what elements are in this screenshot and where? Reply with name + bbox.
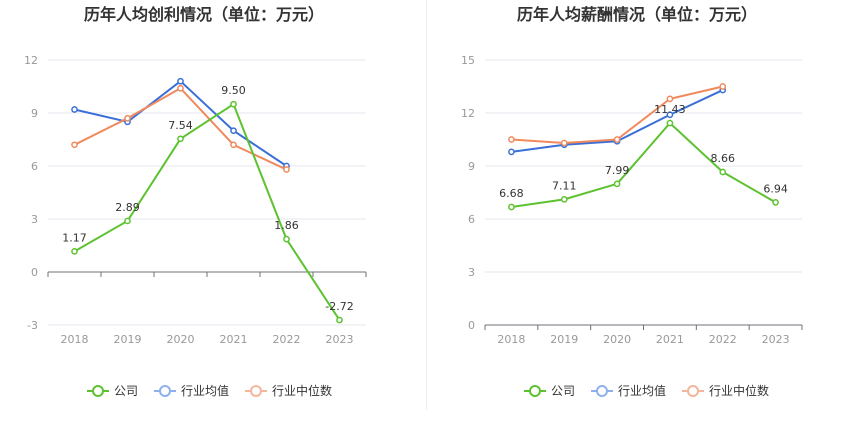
profit-point-company [124,217,131,225]
profit-chart-title: 历年人均创利情况（单位：万元） [84,5,324,24]
profit-y-tick-label: 0 [31,266,38,279]
profit-x-tick-label: 2019 [114,333,142,346]
profit-point-company [177,135,184,143]
salary-point-industry_median [613,136,621,143]
profit-x-tick-label: 2023 [326,333,354,346]
profit-y-tick-label: -3 [27,319,38,332]
salary-chart-title: 历年人均薪酬情况（单位：万元） [517,5,757,24]
salary-point-company [560,196,568,203]
profit-point-industry_median [124,114,131,122]
profit-point-industry_median [230,141,237,149]
salary-point-company [719,168,727,176]
salary-legend-label: 行业中位数 [709,383,769,398]
profit-point-industry_median [283,166,290,173]
profit-point-company [71,247,78,255]
salary-point-industry_median [560,139,568,147]
profit-legend-label: 行业均值 [181,383,229,398]
salary-x-tick-label: 2020 [603,333,631,346]
profit-x-tick-label: 2022 [273,333,301,346]
profit-legend-label: 行业中位数 [272,383,332,398]
profit-point-company [336,316,343,324]
salary-point-company [772,199,779,206]
salary-x-tick-label: 2022 [709,333,737,346]
salary-legend-item-company[interactable]: 公司 [524,384,575,398]
salary-y-tick-label: 15 [461,54,475,67]
salary-data-label: 7.99 [605,164,630,177]
profit-legend-item-industry_median[interactable]: 行业中位数 [245,383,332,398]
salary-per-capita-chart: 历年人均薪酬情况（单位：万元） 0 3 6 9 12 15 2018 2019 2020 2021 2… [461,5,803,398]
profit-y-tick-label: 6 [31,160,38,173]
salary-y-tick-label: 9 [468,160,475,173]
salary-legend-marker [687,385,699,397]
profit-data-label: 7.54 [168,119,193,132]
salary-point-company [666,119,674,127]
chart-divider [426,0,427,410]
salary-legend-marker [596,385,608,397]
salary-y-tick-label: 3 [468,266,475,279]
salary-point-industry_median [719,83,727,90]
profit-point-company [230,100,237,108]
salary-x-tick-label: 2019 [550,333,578,346]
profit-x-tick-label: 2018 [61,333,89,346]
salary-point-industry_avg [508,148,515,156]
salary-legend-label: 公司 [551,384,575,398]
salary-legend-marker [529,385,541,397]
profit-data-label: 1.17 [62,231,87,244]
profit-line-company [74,103,341,321]
salary-x-tick-label: 2021 [656,333,684,346]
profit-point-company [283,235,290,243]
profit-data-label: 2.89 [115,201,140,214]
salary-data-label: 6.94 [763,182,788,195]
salary-data-label: 6.68 [499,187,524,200]
salary-legend-item-industry_median[interactable]: 行业中位数 [682,383,769,398]
profit-point-industry_median [71,141,78,149]
profit-y-tick-label: 12 [24,54,38,67]
salary-x-tick-label: 2023 [762,333,790,346]
profit-point-industry_avg [177,77,184,85]
profit-legend-marker [250,385,262,397]
profit-legend-marker [159,385,171,397]
profit-legend-item-industry_avg[interactable]: 行业均值 [154,383,229,398]
salary-x-tick-label: 2018 [497,333,525,346]
salary-point-industry_avg [666,111,674,119]
salary-point-industry_median [508,136,515,143]
profit-per-capita-chart: 历年人均创利情况（单位：万元） -3 0 3 6 9 12 2018 2019 2020 2021 2… [24,5,367,398]
profit-y-tick-label: 9 [31,107,38,120]
profit-legend-label: 公司 [114,384,138,398]
profit-point-industry_avg [230,127,237,135]
salary-point-company [613,180,621,188]
salary-point-industry_median [666,95,674,103]
profit-x-tick-label: 2021 [220,333,248,346]
salary-y-tick-label: 12 [461,107,475,120]
profit-point-industry_median [177,84,184,92]
salary-point-company [508,203,515,211]
salary-data-label: 7.11 [552,179,577,192]
profit-y-tick-label: 3 [31,213,38,226]
salary-line-company [511,122,777,208]
salary-line-industry_median [511,85,723,145]
profit-data-label: 9.50 [221,84,246,97]
salary-data-label: 8.66 [711,152,736,165]
salary-data-label: 11.43 [654,103,686,116]
salary-legend-item-industry_avg[interactable]: 行业均值 [591,383,666,398]
salary-legend-label: 行业均值 [618,383,666,398]
profit-point-industry_avg [71,106,78,113]
profit-data-label: 1.86 [274,219,299,232]
salary-y-tick-label: 6 [468,213,475,226]
profit-data-label: -2.72 [325,300,353,313]
salary-y-tick-label: 0 [468,319,475,332]
profit-legend-item-company[interactable]: 公司 [87,384,138,398]
profit-legend-marker [92,385,104,397]
profit-x-tick-label: 2020 [167,333,195,346]
